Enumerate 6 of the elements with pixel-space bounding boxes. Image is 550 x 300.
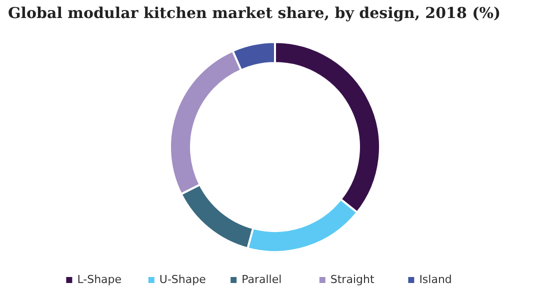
legend-label: Straight — [330, 273, 375, 286]
chart-title: Global modular kitchen market share, by design, 2018 (%) — [8, 4, 501, 22]
legend-label: U-Shape — [159, 273, 206, 286]
legend-label: Island — [419, 273, 452, 286]
legend-label: L-Shape — [77, 273, 122, 286]
legend-label: Parallel — [242, 273, 282, 286]
